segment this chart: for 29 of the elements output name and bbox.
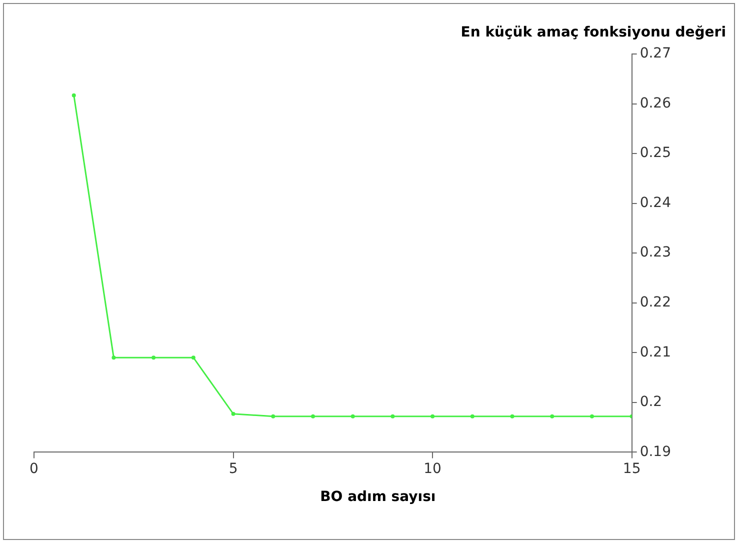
point (550, 414, 554, 418)
y-tick-label: 0.22 (640, 294, 671, 311)
point (590, 414, 594, 418)
x-tick-label: 5 (228, 461, 238, 478)
point (510, 414, 514, 418)
point (191, 356, 196, 360)
y-axis-title: En küçük amaç fonksiyonu değeri (460, 24, 726, 41)
point (430, 414, 435, 418)
y-tick-label: 0.25 (640, 145, 671, 162)
point (112, 356, 116, 360)
y-tick-label: 0.19 (640, 444, 671, 460)
x-tick-label: 10 (424, 461, 442, 478)
y-tick-label: 0.26 (640, 95, 672, 112)
x-tick-label: 0 (30, 461, 38, 478)
point (72, 93, 76, 98)
point (390, 414, 395, 418)
y-tick-label: 0.21 (640, 344, 671, 360)
y-tick-label: 0.24 (640, 194, 672, 211)
point (271, 414, 276, 418)
point (152, 356, 156, 360)
x-tick-label: 15 (622, 461, 641, 478)
x-axis-title: BO adım sayısı (320, 488, 436, 505)
point (470, 414, 474, 418)
point (310, 414, 315, 418)
point (350, 414, 355, 418)
point (231, 412, 236, 416)
y-tick-label: 0.2 (640, 394, 662, 410)
y-tick-label: 0.23 (640, 244, 671, 261)
y-tick-label: 0.27 (640, 46, 671, 62)
